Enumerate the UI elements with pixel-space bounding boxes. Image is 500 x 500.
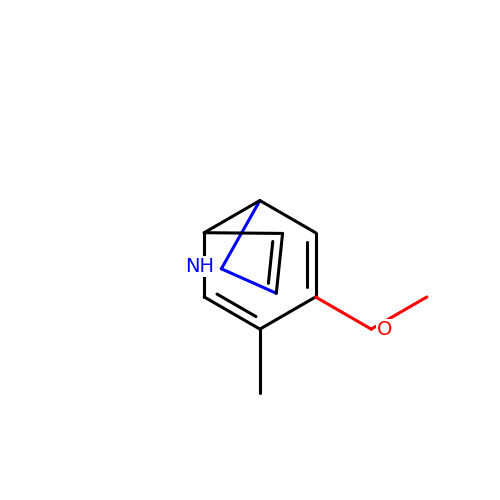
Text: NH: NH [185, 257, 214, 276]
Text: O: O [377, 320, 392, 338]
